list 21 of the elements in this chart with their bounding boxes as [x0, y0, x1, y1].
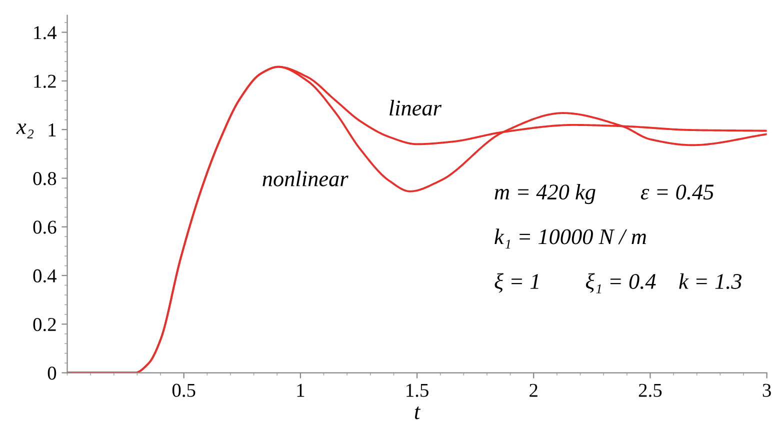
y-tick-label: 1.2 — [34, 74, 56, 88]
x-tick-label: 2.5 — [638, 384, 662, 397]
y-tick-label: 0.8 — [33, 172, 56, 186]
y-tick-label: 0.6 — [33, 220, 56, 234]
y-tick-label: 0.2 — [33, 318, 56, 332]
annotation: m = 420 kg ε = 0.45 — [494, 184, 714, 204]
x-axis-title: t — [414, 406, 421, 420]
x-tick-label: 1 — [297, 384, 304, 397]
annotation: ξ = 1 ξ₁ = 0.4 k = 1.3 — [494, 273, 742, 294]
y-tick-label: 1 — [48, 123, 56, 136]
y-axis-title: x₂ — [16, 124, 34, 138]
annotation: nonlinear — [262, 170, 348, 186]
y-tick-label: 0 — [48, 366, 56, 380]
annotation: linear — [390, 100, 442, 116]
y-tick-label: 1.4 — [34, 26, 57, 40]
annotation: k₁ = 10000 N / m — [494, 228, 646, 249]
y-tick-label: 0.4 — [33, 269, 57, 283]
x-tick-label: 2 — [530, 384, 538, 397]
x-tick-label: 1.5 — [406, 384, 428, 397]
x-tick-label: 0.5 — [172, 384, 196, 397]
x-tick-label: 3 — [762, 384, 771, 397]
